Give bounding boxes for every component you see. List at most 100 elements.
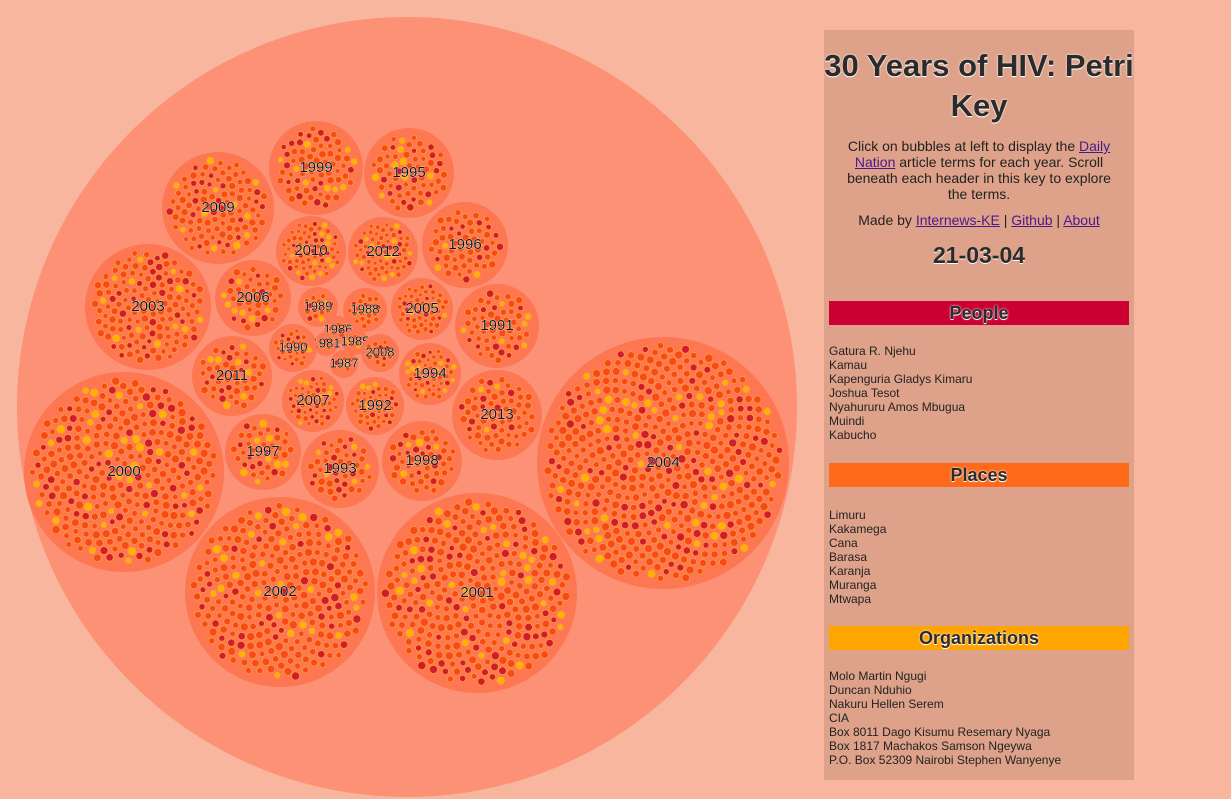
year-label[interactable]: 2013 (480, 406, 514, 424)
term-item[interactable]: Box 1817 Machakos Samson Ngeywa (829, 739, 1032, 753)
year-bubble-2005[interactable]: 2005 (391, 278, 453, 340)
year-label[interactable]: 2006 (236, 289, 270, 307)
term-item[interactable]: Kabucho (829, 428, 877, 442)
term-item[interactable]: Nakuru Hellen Serem (829, 697, 944, 711)
term-item[interactable]: Muindi (829, 414, 865, 428)
year-label[interactable]: 1998 (405, 452, 439, 470)
term-item[interactable]: Kamau (829, 358, 868, 372)
term-item[interactable]: Kapenguria Gladys Kimaru (829, 372, 973, 386)
organizations-header[interactable]: Organizations (829, 626, 1129, 650)
year-bubble-1986[interactable]: 1986 (323, 316, 353, 344)
credits: Made by Internews-KE | Github | About (824, 212, 1134, 228)
term-item[interactable]: Joshua Tesot (829, 386, 900, 400)
year-label[interactable]: 1995 (392, 164, 426, 182)
year-label[interactable]: 2009 (201, 199, 235, 217)
year-bubble-1993[interactable]: 1993 (301, 430, 379, 508)
term-item[interactable]: Karanja (829, 564, 871, 578)
year-bubble-2013[interactable]: 2013 (452, 370, 542, 460)
term-item[interactable]: Kakamega (829, 522, 887, 536)
term-item[interactable]: Mtwapa (829, 592, 872, 606)
term-dots (230, 419, 295, 485)
year-label[interactable]: 1996 (448, 236, 482, 254)
year-bubble-1981[interactable]: 1981 (311, 332, 341, 356)
year-bubble-1995[interactable]: 1995 (364, 128, 454, 218)
year-label[interactable]: 1988 (350, 301, 380, 317)
term-item[interactable]: P.O. Box 52309 Nairobi Stephen Wanyenye (829, 753, 1062, 767)
year-bubble-2008[interactable]: 2008 (361, 334, 399, 372)
year-label[interactable]: 2005 (405, 300, 439, 318)
term-dots (396, 283, 449, 335)
credits-separator: | (999, 212, 1012, 228)
term-item[interactable]: Box 8011 Dago Kisumu Resemary Nyaga (829, 725, 1051, 739)
year-bubble-2011[interactable]: 2011 (192, 336, 272, 416)
people-header[interactable]: People (829, 301, 1129, 325)
year-label[interactable]: 1986 (323, 321, 353, 337)
year-label[interactable]: 1992 (358, 397, 392, 415)
term-dots (347, 292, 382, 330)
term-item[interactable]: Barasa (829, 550, 868, 564)
year-bubble-2004[interactable]: 2004 (537, 337, 789, 589)
year-label[interactable]: 2012 (366, 243, 400, 261)
year-label[interactable]: 1989 (303, 298, 333, 314)
year-circle[interactable] (361, 334, 399, 372)
year-label[interactable]: 1990 (278, 339, 308, 355)
year-label[interactable]: 2004 (646, 454, 680, 472)
intro-prefix: Click on bubbles at left to display the (847, 138, 1079, 154)
year-bubble-2003[interactable]: 2003 (85, 244, 211, 370)
year-label[interactable]: 1981 (311, 335, 341, 351)
github-link[interactable]: Github (1011, 212, 1053, 228)
internews-link[interactable]: Internews-KE (915, 212, 1000, 228)
year-bubble-1997[interactable]: 1997 (225, 414, 301, 490)
year-label[interactable]: 2001 (460, 584, 494, 602)
year-label[interactable]: 2011 (216, 367, 249, 385)
year-bubble-1989[interactable]: 1989 (298, 287, 338, 327)
year-bubble-2010[interactable]: 2010 (276, 216, 346, 286)
year-label[interactable]: 2010 (294, 242, 328, 260)
about-link[interactable]: About (1063, 212, 1100, 228)
year-bubble-1998[interactable]: 1998 (382, 421, 462, 501)
year-label[interactable]: 2008 (365, 344, 395, 360)
year-bubble-1999[interactable]: 1999 (269, 121, 363, 215)
term-item[interactable]: Molo Martin Ngugi (829, 669, 927, 683)
intro-suffix: article terms for each year. Scroll bene… (847, 154, 1111, 202)
term-dots (346, 334, 364, 349)
year-bubble-2009[interactable]: 2009 (162, 152, 274, 264)
year-label[interactable]: 2007 (296, 392, 330, 410)
term-item[interactable]: Gatura R. Njehu (829, 344, 916, 358)
year-label[interactable]: 2000 (107, 463, 141, 481)
year-label[interactable]: 1999 (299, 159, 333, 177)
selected-date: 21-03-04 (932, 242, 1026, 268)
year-label[interactable]: 1993 (323, 460, 357, 478)
term-item[interactable]: Muranga (829, 578, 877, 592)
term-dots (353, 222, 413, 282)
year-bubble-2000[interactable]: 2000 (24, 372, 224, 572)
term-item[interactable]: Limuru (829, 508, 866, 522)
year-label[interactable]: 1987 (329, 355, 359, 371)
year-label[interactable]: 1991 (480, 317, 514, 335)
places-header[interactable]: Places (829, 463, 1129, 487)
year-label[interactable]: 2002 (263, 583, 297, 601)
term-item[interactable]: Duncan Nduhio (829, 683, 912, 697)
year-bubble-1992[interactable]: 1992 (346, 377, 404, 435)
year-bubble-2007[interactable]: 2007 (282, 370, 344, 432)
term-item[interactable]: Nyahururu Amos Mbugua (829, 400, 966, 414)
year-bubble-1985[interactable]: 1985 (340, 329, 370, 355)
term-item[interactable]: CIA (829, 711, 850, 725)
year-bubble-1988[interactable]: 1988 (343, 288, 387, 332)
year-bubble-2006[interactable]: 2006 (215, 260, 291, 336)
year-bubble-1987[interactable]: 1987 (329, 350, 359, 378)
year-bubble-2012[interactable]: 2012 (348, 217, 418, 287)
term-dots (199, 343, 267, 410)
term-item[interactable]: Cana (829, 536, 858, 550)
year-bubble-1994[interactable]: 1994 (399, 343, 461, 405)
daily-nation-link[interactable]: Daily Nation (854, 138, 1111, 170)
year-bubble-1991[interactable]: 1991 (455, 284, 539, 368)
year-label[interactable]: 1994 (413, 365, 447, 383)
year-label[interactable]: 1997 (246, 443, 280, 461)
year-bubble-2002[interactable]: 2002 (185, 497, 375, 687)
year-label[interactable]: 2003 (131, 298, 165, 316)
year-bubble-1990[interactable]: 1990 (269, 324, 317, 372)
year-bubble-1996[interactable]: 1996 (422, 202, 508, 288)
year-label[interactable]: 1985 (340, 333, 370, 349)
year-bubble-2001[interactable]: 2001 (377, 493, 577, 693)
